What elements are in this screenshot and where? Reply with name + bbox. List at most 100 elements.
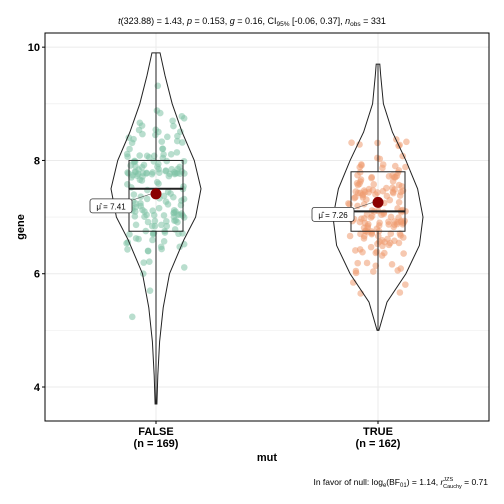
data-point bbox=[163, 222, 171, 230]
data-point bbox=[153, 178, 161, 186]
x-tick-label: FALSE bbox=[138, 426, 173, 438]
y-tick-label: 8 bbox=[34, 155, 40, 167]
data-point bbox=[358, 161, 365, 168]
data-point bbox=[135, 166, 142, 173]
mean-label-false: μ̂ = 7.41 bbox=[89, 193, 152, 214]
data-point bbox=[171, 170, 178, 178]
mean-point-true bbox=[372, 196, 384, 208]
data-point bbox=[177, 128, 184, 135]
data-point bbox=[359, 248, 366, 256]
x-axis-label: mut bbox=[257, 452, 278, 464]
data-point bbox=[180, 157, 188, 165]
data-point bbox=[178, 139, 186, 146]
data-point bbox=[143, 211, 150, 219]
data-point bbox=[167, 151, 175, 158]
data-point bbox=[170, 209, 177, 217]
mean-label-text: μ̂ = 7.26 bbox=[318, 211, 348, 220]
data-point bbox=[139, 130, 146, 138]
data-point bbox=[367, 243, 375, 251]
data-point bbox=[376, 219, 383, 227]
data-point bbox=[394, 218, 401, 226]
data-point bbox=[128, 313, 136, 321]
data-point bbox=[136, 152, 143, 159]
data-point bbox=[159, 145, 166, 153]
data-point bbox=[373, 248, 381, 256]
mean-label-box bbox=[311, 206, 355, 222]
data-point bbox=[140, 259, 148, 266]
violin-false bbox=[110, 52, 202, 405]
data-point bbox=[126, 145, 133, 153]
violin-true bbox=[332, 63, 424, 331]
data-point bbox=[146, 258, 153, 266]
data-point bbox=[395, 198, 403, 206]
data-point bbox=[346, 232, 354, 240]
data-point bbox=[175, 230, 182, 238]
data-point bbox=[150, 211, 158, 219]
data-point bbox=[174, 218, 181, 226]
data-point bbox=[370, 268, 377, 275]
data-point bbox=[132, 235, 140, 242]
data-point bbox=[160, 151, 167, 158]
data-point bbox=[131, 212, 139, 220]
data-point bbox=[378, 252, 386, 259]
data-point bbox=[148, 170, 156, 178]
data-point bbox=[149, 230, 157, 237]
data-point bbox=[379, 164, 386, 172]
data-point bbox=[163, 217, 170, 225]
x-tick-label: TRUE bbox=[363, 426, 393, 438]
y-tick-label: 6 bbox=[34, 269, 40, 281]
plot-groups: μ̂ = 7.41 μ̂ = 7.26 bbox=[89, 52, 424, 405]
data-point bbox=[372, 262, 380, 270]
data-point bbox=[151, 222, 159, 230]
data-point bbox=[139, 173, 146, 180]
data-point bbox=[352, 269, 360, 277]
x-tick-count: (n = 162) bbox=[356, 438, 401, 450]
data-point bbox=[132, 200, 139, 207]
data-point bbox=[126, 231, 133, 238]
data-point bbox=[146, 287, 154, 294]
data-point bbox=[352, 247, 359, 254]
data-point bbox=[152, 131, 159, 139]
data-point bbox=[402, 163, 409, 171]
data-point bbox=[354, 259, 362, 267]
data-point bbox=[393, 172, 401, 180]
data-point bbox=[164, 133, 171, 141]
mean-label-connector bbox=[351, 202, 374, 210]
data-point bbox=[156, 109, 164, 117]
data-point bbox=[149, 236, 156, 244]
data-point bbox=[158, 138, 166, 145]
data-point bbox=[134, 172, 141, 180]
data-point bbox=[150, 152, 158, 160]
data-point bbox=[370, 181, 378, 188]
y-axis-label: gene bbox=[15, 214, 27, 240]
data-point bbox=[399, 234, 407, 241]
data-point bbox=[154, 82, 162, 90]
data-point bbox=[143, 195, 151, 203]
data-point bbox=[176, 170, 184, 177]
data-point bbox=[364, 220, 372, 228]
data-point bbox=[346, 200, 353, 208]
data-point bbox=[169, 117, 176, 125]
data-point bbox=[374, 154, 381, 162]
data-point bbox=[387, 230, 395, 237]
box-false bbox=[128, 159, 184, 232]
data-point bbox=[388, 261, 396, 268]
data-point bbox=[136, 119, 144, 127]
data-point bbox=[178, 210, 185, 217]
data-point bbox=[173, 149, 181, 156]
data-point bbox=[348, 139, 355, 146]
data-point bbox=[145, 154, 153, 161]
points-false bbox=[123, 82, 188, 321]
data-point bbox=[389, 184, 396, 192]
data-point bbox=[160, 212, 168, 219]
data-point bbox=[396, 289, 404, 296]
data-point bbox=[386, 196, 394, 204]
mean-label-true: μ̂ = 7.26 bbox=[311, 202, 374, 222]
data-point bbox=[155, 204, 163, 212]
mean-label-connector bbox=[129, 193, 152, 202]
data-point bbox=[127, 162, 134, 169]
data-point bbox=[387, 213, 395, 221]
data-point bbox=[395, 181, 403, 189]
data-point bbox=[170, 122, 177, 130]
